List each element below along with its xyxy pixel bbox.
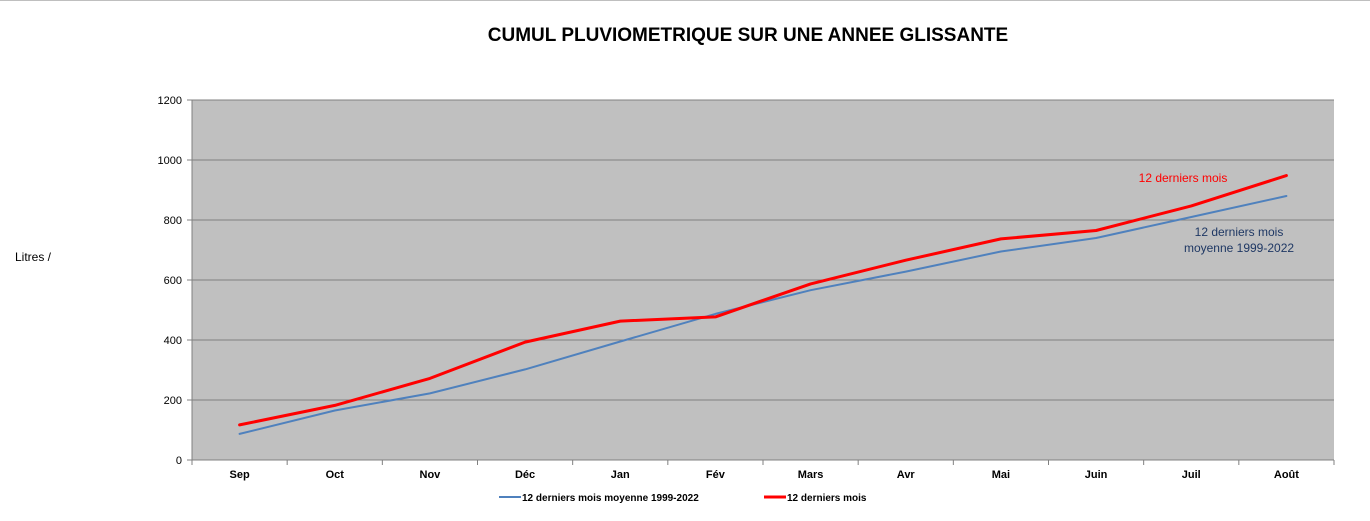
- y-tick-labels: 0 200 400 600 800 1000 1200: [158, 95, 182, 467]
- series-lines: [238, 174, 1288, 435]
- annotation-label: 12 derniers mois: [1139, 171, 1228, 185]
- y-tick-label: 0: [176, 455, 182, 467]
- x-tick-label: Nov: [420, 469, 442, 481]
- series-line-moyenne: [238, 195, 1288, 435]
- x-tick-label: Mai: [992, 469, 1010, 481]
- annotations: 12 derniers mois 12 derniers mois moyenne …: [1139, 171, 1295, 255]
- y-tick-label: 400: [164, 335, 182, 347]
- gridlines: [187, 99, 1335, 465]
- x-tick-label: Juil: [1182, 469, 1201, 481]
- y-tick-label: 1000: [158, 155, 182, 167]
- y-tick-label: 200: [164, 395, 182, 407]
- x-tick-label: Jan: [611, 469, 630, 481]
- x-tick-label: Avr: [897, 469, 916, 481]
- annotation-label: 12 derniers mois moyenne 1999-2022: [1184, 225, 1294, 255]
- y-tick-label: 1200: [158, 95, 182, 107]
- x-tick-label: Sep: [229, 469, 249, 481]
- y-axis-label: Litres /: [15, 250, 52, 264]
- y-tick-label: 600: [164, 275, 182, 287]
- series-line-12-derniers-mois: [238, 174, 1288, 427]
- x-tick-label: Août: [1274, 469, 1299, 481]
- x-tick-label: Fév: [706, 469, 726, 481]
- y-tick-label: 800: [164, 215, 182, 227]
- x-tick-label: Juin: [1085, 469, 1108, 481]
- legend-label: 12 derniers mois: [787, 493, 867, 504]
- legend: 12 derniers mois moyenne 1999-2022 12 der…: [499, 493, 867, 504]
- chart-title: CUMUL PLUVIOMETRIQUE SUR UNE ANNEE GLISS…: [488, 25, 1008, 46]
- x-tick-label: Déc: [515, 469, 535, 481]
- x-tick-labels: Sep Oct Nov Déc Jan Fév Mars Avr Mai Juin Juil Août: [229, 469, 1299, 481]
- legend-label: 12 derniers mois moyenne 1999-2022: [522, 493, 699, 504]
- x-tick-label: Mars: [798, 469, 824, 481]
- x-tick-label: Oct: [326, 469, 345, 481]
